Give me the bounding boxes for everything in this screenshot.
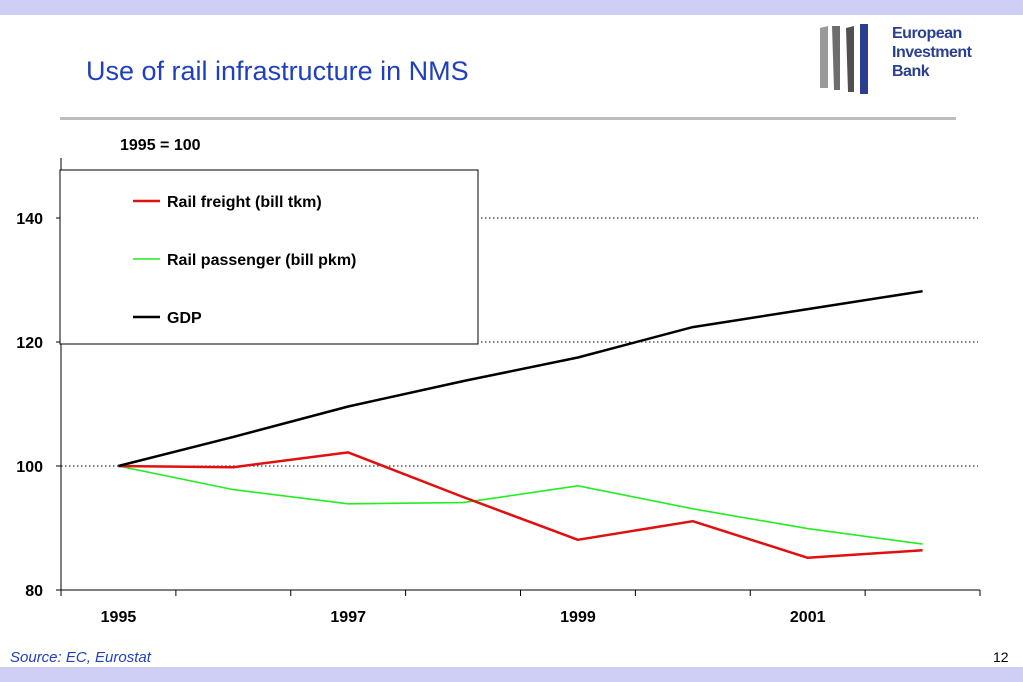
series-line-gdp [118, 289, 923, 468]
logo-line-1: European [892, 25, 962, 42]
eib-logo [816, 22, 996, 98]
y-tick-label: 100 [16, 459, 43, 476]
eib-logo-mark [820, 24, 868, 94]
x-tick-label: 1995 [101, 609, 137, 626]
y-tick-label: 120 [16, 335, 43, 352]
series-line-rail-passenger [118, 465, 923, 545]
title-rule [60, 117, 956, 120]
x-tick-label: 2001 [790, 609, 826, 626]
logo-line-3: Bank [892, 63, 930, 80]
x-tick-label: 1997 [330, 609, 366, 626]
legend-label: GDP [167, 310, 202, 327]
x-tick-label: 1999 [560, 609, 596, 626]
legend-box [59, 169, 479, 345]
legend-label: Rail freight (bill tkm) [167, 194, 322, 211]
logo-line-2: Investment [892, 44, 972, 61]
y-tick-label: 80 [25, 583, 43, 600]
y-tick-label: 140 [16, 211, 43, 228]
top-band [0, 0, 1023, 15]
legend-label: Rail passenger (bill pkm) [167, 252, 356, 269]
bottom-band [0, 667, 1023, 682]
page-number: 12 [993, 649, 1009, 665]
chart-subtitle: 1995 = 100 [120, 137, 201, 154]
series-line-rail-freight [118, 451, 923, 560]
source-note: Source: EC, Eurostat [10, 649, 151, 666]
slide-title: Use of rail infrastructure in NMS [86, 56, 469, 86]
